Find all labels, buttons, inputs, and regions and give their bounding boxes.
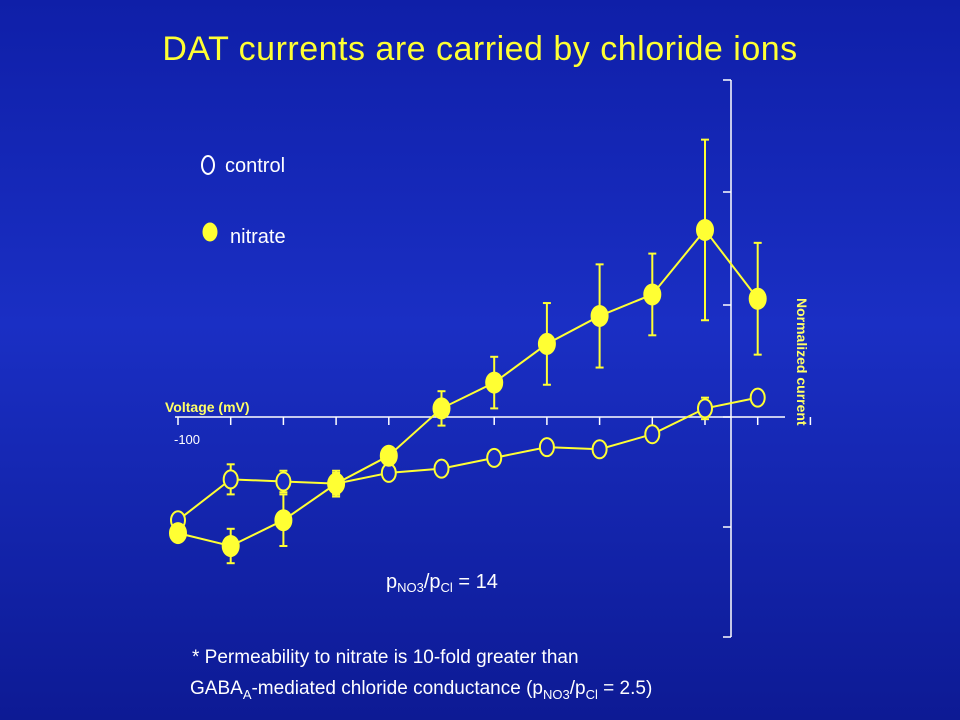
nitrate-data-point — [169, 522, 187, 545]
control-data-point — [275, 471, 292, 492]
y-ticks — [723, 79, 731, 638]
x-tick-label: -100 — [174, 432, 200, 447]
permeability-ratio: pNO3/pCl = 14 — [386, 571, 498, 595]
nitrate-data-point — [327, 472, 346, 495]
control-data-point — [538, 437, 555, 458]
nitrate-data-point — [643, 283, 662, 306]
control-data-point — [486, 447, 503, 468]
nitrate-data-point — [696, 218, 714, 241]
nitrate-data-point — [379, 444, 398, 467]
x-axis-label: Voltage (mV) — [165, 399, 250, 415]
nitrate-data-point — [748, 287, 767, 310]
control-data-point — [749, 387, 766, 408]
x-ticks — [177, 417, 812, 425]
page-title: DAT currents are carried by chloride ion… — [162, 30, 798, 68]
nitrate-data-point — [485, 371, 504, 394]
nitrate-data-point — [590, 304, 609, 327]
footnote-line-2: GABAA-mediated chloride conductance (pNO… — [190, 678, 652, 702]
control-data-point — [222, 469, 239, 490]
control-data-point — [697, 398, 713, 419]
y-axis: Normalized current — [723, 79, 810, 638]
legend-nitrate-label: nitrate — [230, 226, 286, 248]
legend: control nitrate — [201, 155, 286, 248]
nitrate-data-point — [221, 535, 240, 557]
x-axis: Voltage (mV) -100 — [165, 399, 812, 447]
y-axis-label: Normalized current — [794, 298, 810, 426]
control-data-point — [591, 439, 608, 460]
control-data-point — [433, 458, 450, 479]
series-layer — [169, 138, 767, 565]
nitrate-data-point — [537, 332, 556, 355]
nitrate-data-point — [432, 397, 451, 420]
legend-control-label: control — [225, 155, 285, 177]
nitrate-data-point — [274, 509, 293, 532]
legend-control-marker — [201, 155, 215, 175]
nitrate-series-line — [177, 228, 759, 548]
control-data-point — [644, 424, 661, 445]
control-series-line — [177, 396, 758, 521]
legend-nitrate-marker — [202, 222, 218, 242]
footnote-line-1: * Permeability to nitrate is 10-fold gre… — [192, 647, 579, 668]
